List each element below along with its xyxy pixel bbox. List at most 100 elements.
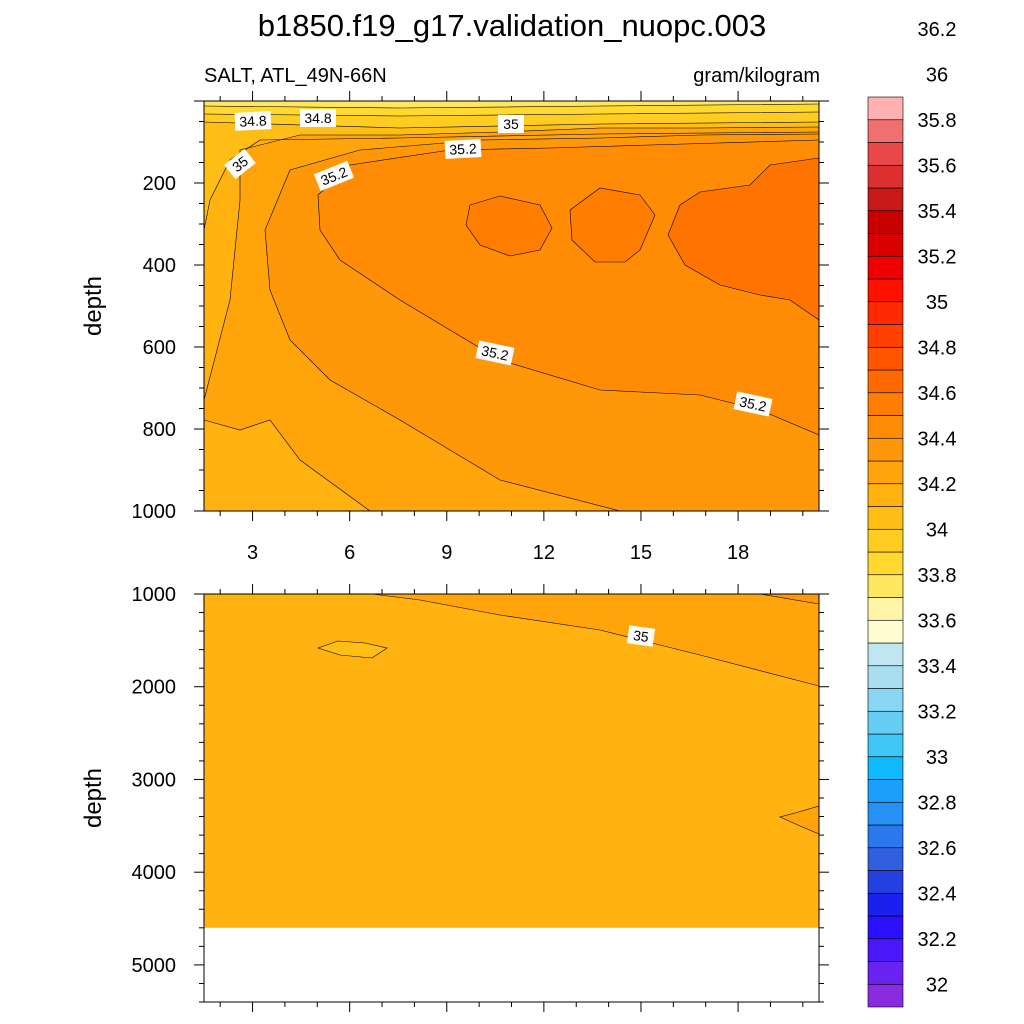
top-contour bbox=[569, 187, 656, 263]
colorbar-label: 33.8 bbox=[918, 565, 957, 587]
top-contour-label-text: 34.8 bbox=[304, 110, 331, 126]
colorbar-box bbox=[867, 824, 904, 849]
colorbar-label: 32.4 bbox=[918, 883, 957, 905]
top-contour-label-text: 34.8 bbox=[239, 112, 267, 129]
colorbar-box bbox=[867, 142, 904, 166]
top-contour bbox=[204, 419, 371, 511]
top-contour bbox=[204, 131, 819, 231]
top-contour-label-text: 35.2 bbox=[480, 342, 510, 363]
colorbar-box bbox=[867, 460, 904, 485]
colorbar-box bbox=[867, 164, 904, 189]
bottom-axis-ticks bbox=[194, 593, 829, 1003]
top-contour-label-3: 35 bbox=[498, 115, 524, 133]
colorbar-box bbox=[867, 688, 904, 712]
bottom-contour-label-text: 35 bbox=[632, 627, 650, 645]
colorbar-box bbox=[867, 278, 904, 303]
colorbar-box bbox=[867, 369, 904, 394]
colorbar-box bbox=[867, 528, 904, 553]
top-contour-label-text: 35.2 bbox=[449, 140, 477, 157]
top-contour-label-2: 34.8 bbox=[300, 109, 336, 127]
colorbar-box bbox=[867, 983, 904, 1008]
top-panel: 34.8 34.8 35 35 35.2 35.2 35.2 35.2 bbox=[80, 91, 829, 1012]
colorbar-label: 33.6 bbox=[918, 610, 957, 632]
colorbar-label: 32.2 bbox=[918, 929, 957, 951]
colorbar-label: 34.4 bbox=[918, 428, 957, 450]
colorbar-box bbox=[867, 961, 904, 985]
bottom-fill-deep-pocket bbox=[780, 806, 819, 834]
x-tick-label: 15 bbox=[630, 542, 652, 564]
colorbar-label: 33.4 bbox=[918, 656, 957, 678]
x-tick-label: 6 bbox=[344, 542, 355, 564]
colorbar-box bbox=[867, 346, 904, 371]
bottom-fill-35 bbox=[372, 594, 819, 686]
top-contour-label-1: 34.8 bbox=[234, 111, 272, 131]
bottom-contour-label-1: 35 bbox=[626, 625, 656, 647]
top-y-tick-labels: 200 400 600 800 1000 bbox=[132, 173, 177, 523]
colorbar-box bbox=[867, 870, 904, 894]
colorbar-box bbox=[867, 483, 904, 507]
colorbar-box bbox=[867, 801, 904, 826]
top-axis-ticks bbox=[194, 91, 829, 1012]
left-subtitle: SALT, ATL_49N-66N bbox=[204, 65, 387, 87]
top-fill-surface-4 bbox=[204, 122, 819, 230]
top-contour-label-text: 35 bbox=[503, 116, 519, 132]
top-contour bbox=[317, 139, 819, 436]
top-contour-label-4: 35 bbox=[224, 148, 256, 180]
colorbar-box bbox=[867, 574, 904, 598]
right-subtitle: gram/kilogram bbox=[693, 65, 820, 87]
y-tick-label: 2000 bbox=[132, 677, 177, 699]
x-tick-label: 12 bbox=[533, 542, 555, 564]
colorbar-box bbox=[867, 187, 904, 212]
colorbar-box bbox=[867, 642, 904, 667]
colorbar-box bbox=[867, 233, 904, 257]
colorbar-box bbox=[867, 119, 904, 143]
bottom-panel: 35 1000 2000 3000 4000 5000 depth bbox=[80, 584, 829, 1003]
bottom-contour bbox=[371, 594, 819, 687]
colorbar-box bbox=[867, 619, 904, 644]
bottom-fill-pocket bbox=[318, 641, 387, 658]
colorbar-box bbox=[867, 915, 904, 940]
colorbar-box bbox=[867, 938, 904, 962]
y-tick-label: 400 bbox=[143, 255, 176, 277]
y-tick-label: 800 bbox=[143, 419, 176, 441]
x-tick-label: 3 bbox=[247, 542, 258, 564]
colorbar-label: 32.8 bbox=[918, 792, 957, 814]
top-fill-pocket-3 bbox=[668, 158, 819, 320]
y-tick-label: 1000 bbox=[132, 501, 177, 523]
colorbar-label: 35 bbox=[926, 292, 948, 314]
bottom-y-axis-label: depth bbox=[80, 768, 107, 828]
top-contour bbox=[204, 103, 819, 109]
y-tick-label: 3000 bbox=[132, 769, 177, 791]
top-contour-label-7: 35.2 bbox=[475, 340, 515, 366]
colorbar-box bbox=[867, 597, 904, 621]
colorbar-box bbox=[867, 96, 904, 121]
top-fill-surface-1 bbox=[204, 101, 819, 108]
bottom-y-tick-labels: 1000 2000 3000 4000 5000 bbox=[132, 584, 177, 977]
colorbar-box bbox=[867, 665, 904, 689]
colorbar-box bbox=[867, 437, 904, 462]
colorbar-label: 35.2 bbox=[918, 246, 957, 268]
y-tick-label: 200 bbox=[143, 173, 176, 195]
colorbar-label: 34 bbox=[926, 519, 948, 541]
colorbar-box bbox=[867, 255, 904, 280]
colorbar: 32 32.2 32.4 32.6 32.8 33 33.2 33.4 33.6 33.8 34 34… bbox=[867, 19, 957, 1008]
y-tick-label: 1000 bbox=[132, 584, 177, 606]
top-contour bbox=[667, 157, 819, 321]
colorbar-label: 36 bbox=[926, 64, 948, 86]
colorbar-box bbox=[867, 551, 904, 576]
colorbar-box bbox=[867, 301, 904, 325]
top-contour bbox=[204, 126, 819, 401]
colorbar-box bbox=[867, 710, 904, 735]
y-tick-label: 5000 bbox=[132, 955, 177, 977]
colorbar-label: 34.2 bbox=[918, 474, 957, 496]
top-contour-label-text: 35.2 bbox=[738, 393, 768, 414]
colorbar-box bbox=[867, 847, 904, 871]
bottom-contour bbox=[779, 805, 819, 835]
colorbar-box bbox=[867, 415, 904, 439]
colorbar-label: 34.8 bbox=[918, 337, 957, 359]
top-fill-pocket-1 bbox=[466, 196, 552, 256]
colorbar-label: 33 bbox=[926, 747, 948, 769]
colorbar-label: 35.4 bbox=[918, 201, 957, 223]
colorbar-label: 34.6 bbox=[918, 383, 957, 405]
colorbar-label: 36.2 bbox=[918, 19, 957, 41]
